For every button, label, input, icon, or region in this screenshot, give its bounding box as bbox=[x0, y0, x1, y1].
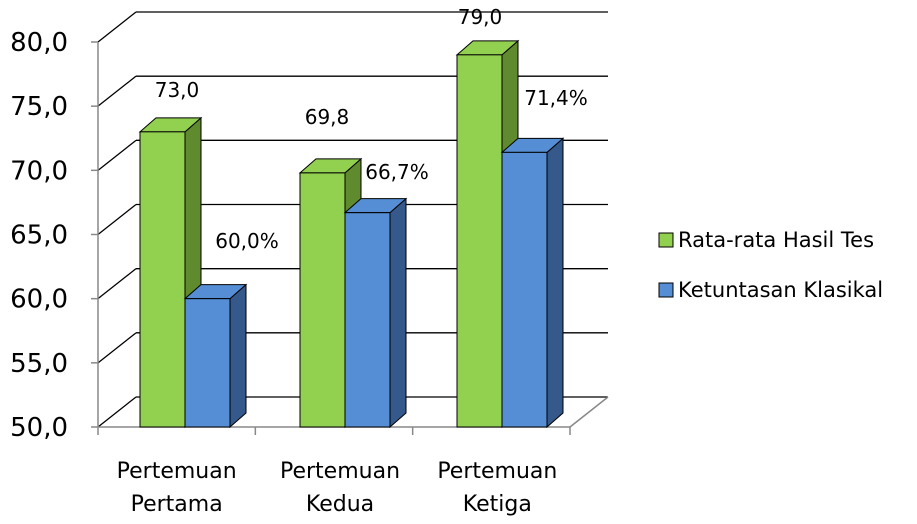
y-tick-label: 60,0 bbox=[10, 285, 68, 315]
category-label: Pertemuan bbox=[437, 459, 557, 484]
side-gridline bbox=[97, 139, 137, 171]
category-label: Pertemuan bbox=[280, 459, 400, 484]
data-label: 60,0% bbox=[215, 229, 279, 253]
category-label: Pertemuan bbox=[117, 459, 237, 484]
bars bbox=[138, 39, 565, 429]
bar-front bbox=[299, 172, 346, 428]
y-tick-label: 55,0 bbox=[10, 349, 68, 379]
data-labels: 73,0 69,8 79,0 60,0% 66,7% 71,4% bbox=[155, 5, 588, 253]
bar bbox=[183, 283, 248, 429]
floor-edge-line bbox=[569, 396, 609, 428]
category-label: Kedua bbox=[306, 492, 374, 517]
y-tick-label: 65,0 bbox=[10, 221, 68, 251]
side-gridline bbox=[97, 75, 137, 107]
bar-front bbox=[344, 212, 391, 428]
data-label: 79,0 bbox=[458, 5, 503, 29]
bar-front bbox=[456, 54, 503, 428]
side-gridline bbox=[97, 203, 137, 236]
y-tick-label: 75,0 bbox=[10, 92, 68, 122]
bar-side bbox=[389, 197, 407, 429]
category-label: Pertama bbox=[131, 492, 223, 517]
legend-label: Rata-rata Hasil Tes bbox=[678, 228, 874, 252]
legend-swatch bbox=[658, 282, 674, 298]
y-tick-label: 50,0 bbox=[10, 413, 68, 443]
bar-front bbox=[139, 131, 186, 428]
side-gridline bbox=[97, 268, 137, 300]
category-labels: Pertemuan Pertama Pertemuan Kedua Pertemuan K… bbox=[117, 459, 558, 517]
bar bbox=[500, 137, 565, 429]
y-tick-label: 80,0 bbox=[10, 28, 68, 58]
data-label: 71,4% bbox=[524, 86, 588, 110]
legend-label: Ketuntasan Klasikal bbox=[678, 278, 883, 302]
bar-front bbox=[184, 298, 231, 428]
data-label: 66,7% bbox=[365, 160, 429, 184]
y-tick-label: 70,0 bbox=[10, 156, 68, 186]
data-label: 73,0 bbox=[155, 78, 200, 102]
side-gridline bbox=[97, 396, 137, 428]
bar bbox=[343, 197, 408, 429]
bar-front bbox=[501, 151, 548, 428]
y-tick-labels: 50,0 55,0 60,0 65,0 70,0 75,0 80,0 bbox=[10, 28, 68, 443]
category-label: Ketiga bbox=[463, 492, 532, 517]
bar-side bbox=[546, 137, 564, 429]
side-gridline bbox=[97, 11, 137, 43]
legend: Rata-rata Hasil Tes Ketuntasan Klasikal bbox=[658, 228, 883, 302]
data-label: 69,8 bbox=[305, 105, 350, 129]
legend-swatch bbox=[658, 232, 674, 248]
bar-side bbox=[229, 283, 247, 429]
side-gridline bbox=[97, 332, 137, 364]
